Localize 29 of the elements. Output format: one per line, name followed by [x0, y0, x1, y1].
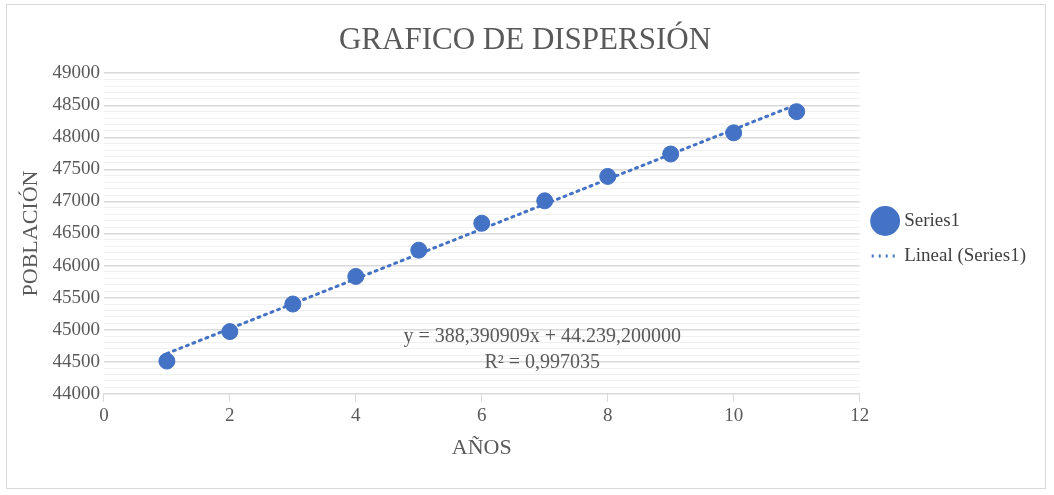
x-tick-label: 4: [351, 404, 362, 426]
x-tick-label: 10: [724, 404, 744, 426]
y-tick-label: 45500: [52, 285, 100, 307]
y-tick-label: 47500: [52, 157, 100, 179]
y-axis-title: POBLACIÓN: [16, 170, 42, 297]
y-tick-label: 46000: [52, 253, 100, 275]
y-tick-label: 44500: [52, 349, 100, 371]
annotation: y = 388,390909x + 44.239,200000: [403, 323, 682, 347]
point: [473, 214, 491, 232]
y-tick-label: 49000: [52, 61, 100, 83]
legend-label: Lineal (Series1): [904, 243, 1027, 266]
y-tick-label: 45000: [52, 317, 100, 339]
y-tick-label: 47000: [52, 189, 100, 211]
x-axis-title: AÑOS: [451, 433, 512, 459]
point: [788, 103, 806, 121]
legend-label: Series1: [904, 208, 961, 230]
chart-title: GRAFICO DE DISPERSIÓN: [338, 20, 712, 56]
annotation: R² = 0,997035: [484, 349, 601, 372]
y-tick-label: 44000: [52, 381, 100, 403]
x-tick-label: 2: [225, 404, 235, 426]
y-tick-label: 46500: [52, 221, 100, 243]
x-tick-label: 6: [477, 404, 487, 426]
point: [158, 352, 176, 370]
x-tick-label: 12: [850, 404, 870, 426]
y-tick-label: 48000: [52, 125, 100, 147]
point: [599, 167, 617, 185]
x-tick-label: 8: [602, 404, 613, 426]
x-tick-label: 0: [99, 404, 109, 426]
y-tick-label: 48500: [52, 93, 100, 115]
